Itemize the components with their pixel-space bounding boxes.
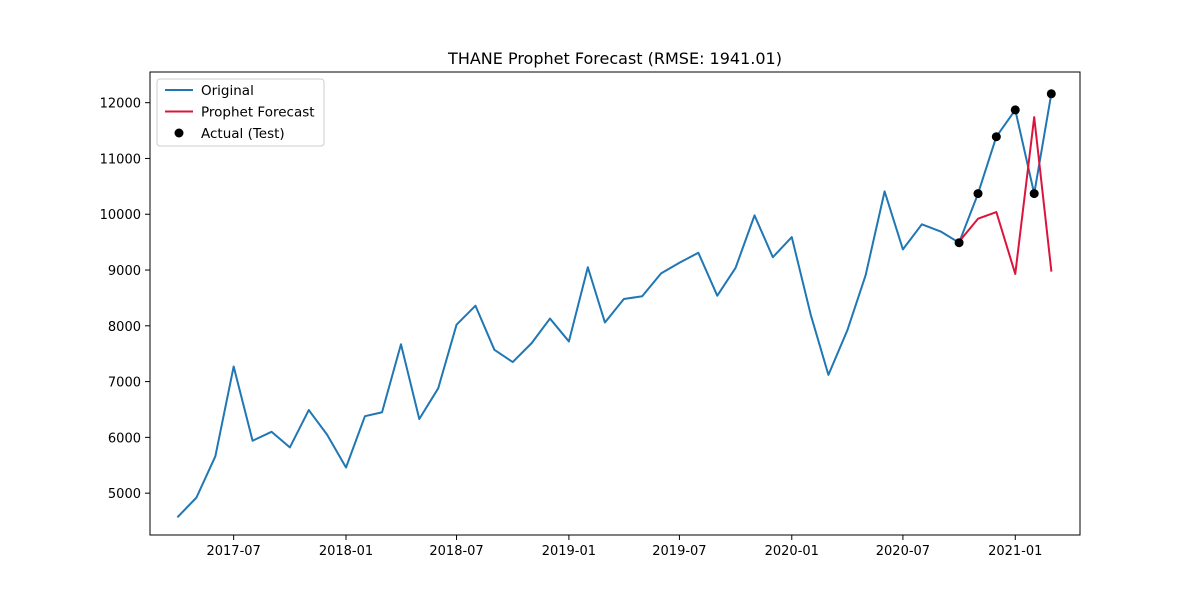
x-tick-label: 2020-07 xyxy=(876,544,930,559)
chart-title: THANE Prophet Forecast (RMSE: 1941.01) xyxy=(447,49,782,68)
y-tick-label: 10000 xyxy=(100,208,141,223)
y-tick-label: 12000 xyxy=(100,97,141,112)
x-tick-label: 2018-07 xyxy=(429,544,483,559)
x-tick-label: 2020-01 xyxy=(765,544,819,559)
series-line-original xyxy=(176,92,1053,519)
x-tick-label: 2018-01 xyxy=(319,544,373,559)
y-tick-label: 6000 xyxy=(108,431,141,446)
axes-frame xyxy=(149,71,1081,536)
legend-label: Actual (Test) xyxy=(201,126,285,142)
x-tick-label: 2019-01 xyxy=(542,544,596,559)
y-tick-label: 5000 xyxy=(108,487,141,502)
data-point-actual-test xyxy=(1046,89,1056,99)
series-line-prophet-forecast xyxy=(957,116,1053,275)
x-tick-label: 2017-07 xyxy=(206,544,260,559)
data-point-actual-test xyxy=(991,132,1001,142)
axes: 2017-07 2018-01 2018-07 2019-01 2019-07 2020-… xyxy=(100,71,1081,559)
data-point-actual-test xyxy=(1010,105,1020,115)
x-tick-label: 2021-01 xyxy=(988,544,1042,559)
data-point-actual-test xyxy=(973,189,983,199)
y-tick-label: 11000 xyxy=(100,152,141,167)
y-tick-label: 9000 xyxy=(108,264,141,279)
y-tick-label: 8000 xyxy=(108,320,141,335)
legend-label: Prophet Forecast xyxy=(201,105,315,121)
legend-label: Original xyxy=(201,83,254,99)
plot-area xyxy=(176,89,1056,519)
legend: Original Prophet Forecast Actual (Test) xyxy=(156,78,325,147)
legend-marker-swatch xyxy=(174,128,184,138)
data-point-actual-test xyxy=(954,238,964,248)
data-point-actual-test xyxy=(1029,189,1039,199)
legend-box xyxy=(156,78,325,147)
y-tick-label: 7000 xyxy=(108,376,141,391)
x-tick-label: 2019-07 xyxy=(652,544,706,559)
